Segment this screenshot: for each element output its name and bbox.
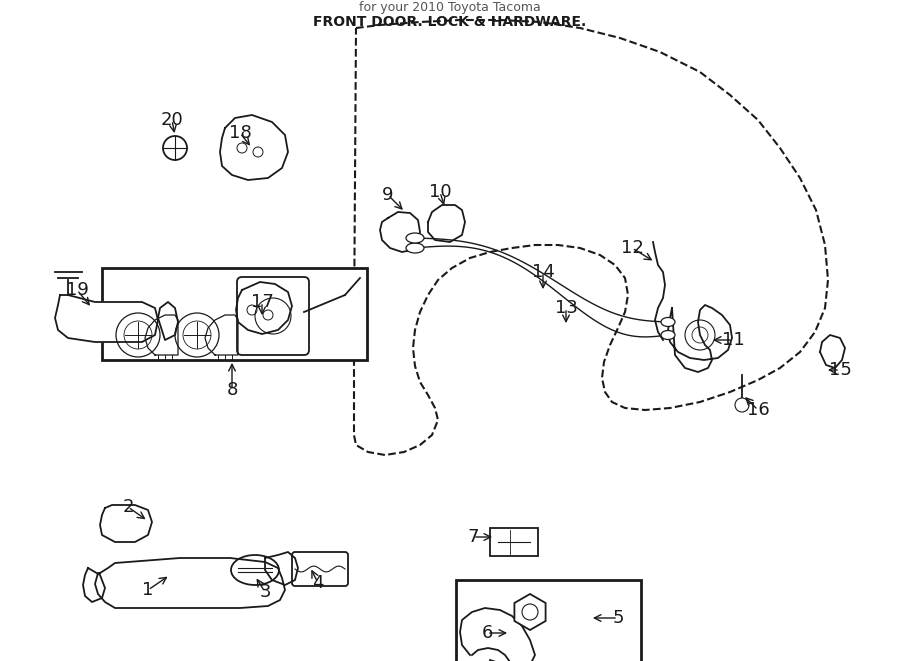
- Text: 4: 4: [312, 574, 324, 592]
- Circle shape: [116, 313, 160, 357]
- Polygon shape: [205, 315, 238, 355]
- Ellipse shape: [406, 233, 424, 243]
- Text: 13: 13: [554, 299, 578, 317]
- Polygon shape: [55, 295, 158, 342]
- Text: 19: 19: [66, 281, 88, 299]
- Text: 10: 10: [428, 183, 451, 201]
- Polygon shape: [668, 305, 732, 372]
- Polygon shape: [83, 568, 105, 602]
- Polygon shape: [265, 552, 298, 585]
- Bar: [456, 580, 641, 661]
- Polygon shape: [158, 302, 178, 340]
- Text: 8: 8: [226, 381, 238, 399]
- Text: 7: 7: [467, 528, 479, 546]
- Text: 9: 9: [382, 186, 394, 204]
- Text: 12: 12: [621, 239, 644, 257]
- Text: 17: 17: [250, 293, 274, 311]
- Polygon shape: [236, 282, 292, 334]
- Text: for your 2010 Toyota Tacoma: for your 2010 Toyota Tacoma: [359, 1, 541, 15]
- Text: 1: 1: [142, 581, 154, 599]
- FancyBboxPatch shape: [292, 552, 348, 586]
- Circle shape: [163, 136, 187, 160]
- Polygon shape: [100, 505, 152, 542]
- Bar: [102, 268, 367, 360]
- Text: 20: 20: [160, 111, 184, 129]
- Polygon shape: [820, 335, 845, 368]
- Text: 11: 11: [722, 331, 744, 349]
- Polygon shape: [145, 315, 178, 355]
- Text: 15: 15: [829, 361, 851, 379]
- Text: 3: 3: [259, 583, 271, 601]
- Circle shape: [735, 398, 749, 412]
- Circle shape: [175, 313, 219, 357]
- Ellipse shape: [661, 330, 675, 340]
- Text: 6: 6: [482, 624, 492, 642]
- Text: 16: 16: [747, 401, 770, 419]
- Text: 5: 5: [612, 609, 624, 627]
- Polygon shape: [95, 558, 285, 608]
- Ellipse shape: [406, 243, 424, 253]
- FancyBboxPatch shape: [237, 277, 309, 355]
- Polygon shape: [220, 115, 288, 180]
- Polygon shape: [428, 205, 465, 242]
- Polygon shape: [380, 212, 420, 252]
- Ellipse shape: [231, 555, 279, 585]
- Bar: [490, 528, 538, 556]
- Polygon shape: [515, 594, 545, 630]
- Text: 2: 2: [122, 498, 134, 516]
- Ellipse shape: [661, 317, 675, 327]
- Text: 14: 14: [532, 263, 554, 281]
- Text: 18: 18: [229, 124, 251, 142]
- Text: FRONT DOOR. LOCK & HARDWARE.: FRONT DOOR. LOCK & HARDWARE.: [313, 15, 587, 29]
